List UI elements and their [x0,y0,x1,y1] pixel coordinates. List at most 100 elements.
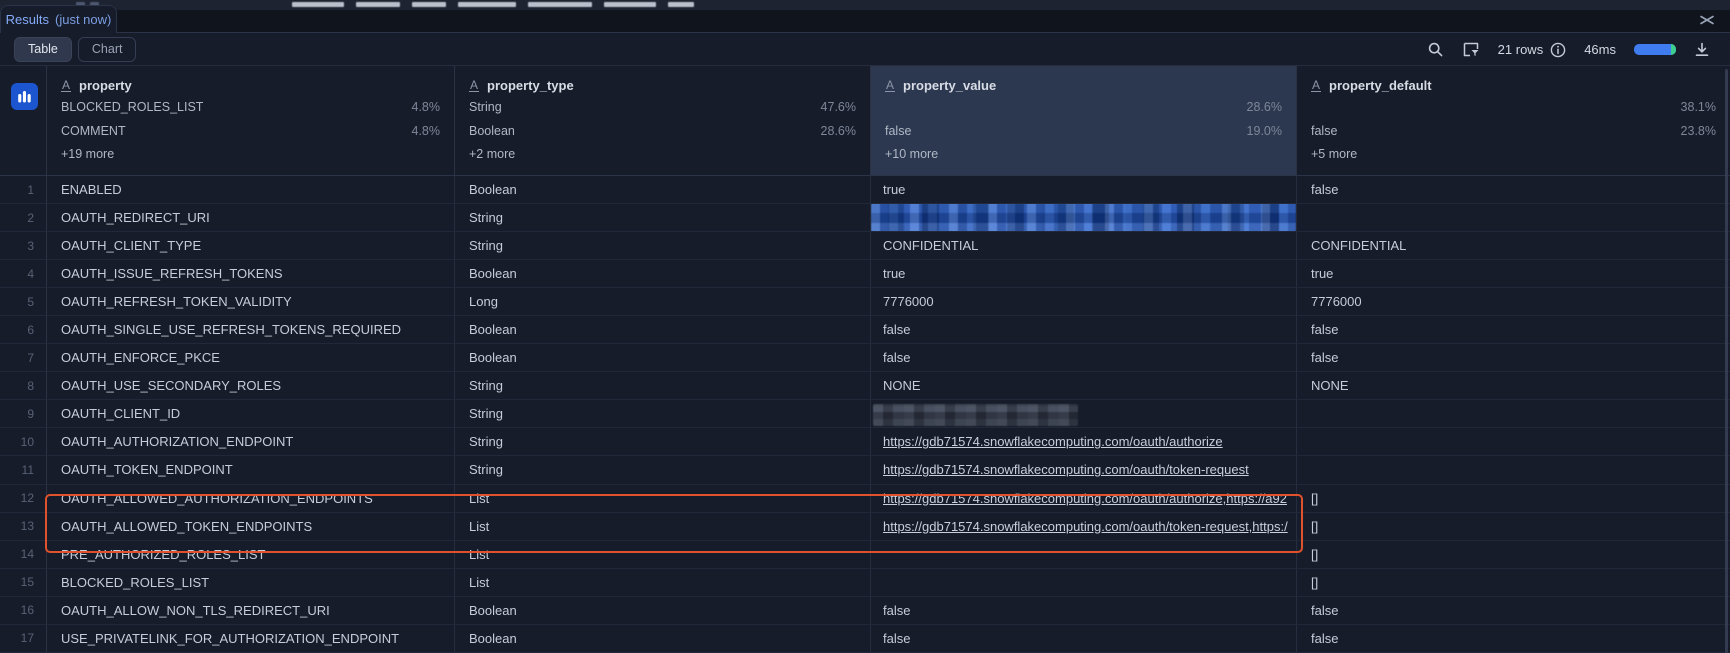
column-stat-more[interactable]: +19 more [61,147,115,161]
cell-property-value[interactable]: https://gdb71574.snowflakecomputing.com/… [871,512,1297,540]
value-link[interactable]: https://gdb71574.snowflakecomputing.com/… [883,434,1223,450]
cell-property[interactable]: OAUTH_ALLOW_NON_TLS_REDIRECT_URI [47,596,455,624]
table-row[interactable]: 17 USE_PRIVATELINK_FOR_AUTHORIZATION_END… [0,624,1730,653]
cell-property-default[interactable] [1297,428,1730,455]
cell-property-default[interactable]: CONFIDENTIAL [1311,238,1407,254]
cell-property-type[interactable]: Long [455,288,871,316]
table-row[interactable]: 14 PRE_AUTHORIZED_ROLES_LIST List [] [0,540,1730,569]
cell-property-type[interactable]: Boolean [455,596,871,624]
cell-property-type[interactable]: Boolean [455,624,871,652]
cell-property-default[interactable]: [] [1311,490,1319,506]
cell-property-default[interactable] [1297,456,1730,483]
cell-property[interactable]: OAUTH_ALLOWED_AUTHORIZATION_ENDPOINTS [47,484,455,512]
cell-property[interactable]: OAUTH_REFRESH_TOKEN_VALIDITY [47,288,455,316]
cell-property[interactable]: OAUTH_TOKEN_ENDPOINT [47,456,455,484]
cell-property-value[interactable]: false [871,344,1297,372]
cell-property-default[interactable]: true [1311,266,1334,282]
info-icon[interactable] [1550,42,1566,58]
column-stat-more[interactable]: +10 more [885,147,939,161]
cell-property-type[interactable]: List [455,540,871,568]
cell-property-default[interactable]: [] [1311,518,1319,534]
column-stat[interactable]: 38.1% [1680,100,1716,114]
cell-property-type[interactable]: String [455,428,871,456]
table-row[interactable]: 12 OAUTH_ALLOWED_AUTHORIZATION_ENDPOINTS… [0,484,1730,513]
column-stat[interactable]: false 19.0% [885,124,1282,138]
column-stat-more[interactable]: +5 more [1311,147,1358,161]
table-row[interactable]: 16 OAUTH_ALLOW_NON_TLS_REDIRECT_URI Bool… [0,596,1730,625]
column-header-property_type[interactable]: A property_type String 47.6% Boolean 28.6%… [455,66,871,175]
table-row[interactable]: 11 OAUTH_TOKEN_ENDPOINT String https://g… [0,456,1730,485]
cell-property-value[interactable]: 7776000 [871,288,1297,316]
cell-property-type[interactable]: String [455,456,871,484]
cell-property[interactable]: ENABLED [47,176,455,204]
table-row[interactable]: 6 OAUTH_SINGLE_USE_REFRESH_TOKENS_REQUIR… [0,316,1730,345]
cell-property[interactable]: OAUTH_ALLOWED_TOKEN_ENDPOINTS [47,512,455,540]
cell-property-type[interactable]: List [455,568,871,596]
cell-property-type[interactable]: List [455,512,871,540]
column-stat[interactable]: 28.6% [1246,100,1282,114]
tab-results[interactable]: Results (just now) [0,5,117,33]
column-stat-more[interactable]: +2 more [469,147,516,161]
cell-property-default[interactable]: [] [1311,546,1319,562]
column-header-property_default[interactable]: A property_default 38.1% false 23.8% +5 m… [1297,66,1730,175]
cell-property-default[interactable]: false [1311,350,1339,366]
download-icon[interactable] [1694,41,1710,58]
cell-property-value[interactable]: NONE [871,372,1297,400]
table-row[interactable]: 13 OAUTH_ALLOWED_TOKEN_ENDPOINTS List ht… [0,512,1730,541]
search-icon[interactable] [1427,41,1444,58]
cell-property-default[interactable] [1297,400,1730,427]
cell-property-type[interactable]: String [455,372,871,400]
cell-property-type[interactable]: String [455,204,871,232]
cell-property[interactable]: PRE_AUTHORIZED_ROLES_LIST [47,540,455,568]
cell-property-default[interactable]: false [1311,602,1339,618]
vertical-scrollbar[interactable] [1725,69,1728,653]
table-row[interactable]: 9 OAUTH_CLIENT_ID String [0,400,1730,429]
cell-property[interactable]: OAUTH_CLIENT_TYPE [47,232,455,260]
cell-property-default[interactable]: [] [1311,574,1319,590]
column-stat[interactable]: String 47.6% [469,100,856,114]
value-link[interactable]: https://gdb71574.snowflakecomputing.com/… [883,518,1288,534]
cell-property-value[interactable]: CONFIDENTIAL [871,232,1297,260]
cell-property-default[interactable] [1297,204,1730,231]
cell-property-type[interactable]: List [455,484,871,512]
column-stat[interactable]: false 23.8% [1311,124,1716,138]
table-row[interactable]: 3 OAUTH_CLIENT_TYPE String CONFIDENTIAL … [0,232,1730,261]
cell-property[interactable]: BLOCKED_ROLES_LIST [47,568,455,596]
cell-property-value[interactable]: https://gdb71574.snowflakecomputing.com/… [871,484,1297,512]
cell-property[interactable]: OAUTH_REDIRECT_URI [47,204,455,232]
filter-icon[interactable] [1462,41,1480,58]
cell-property-value[interactable] [871,568,1297,596]
cell-property-value[interactable]: false [871,316,1297,344]
column-header-property[interactable]: A property BLOCKED_ROLES_LIST 4.8% COMMEN… [47,66,455,175]
cell-property[interactable]: OAUTH_SINGLE_USE_REFRESH_TOKENS_REQUIRED [47,316,455,344]
table-row[interactable]: 1 ENABLED Boolean true false [0,176,1730,205]
cell-property-value[interactable] [871,204,1297,232]
cell-property-value[interactable]: https://gdb71574.snowflakecomputing.com/… [871,428,1297,456]
column-header-property_value[interactable]: A property_value 28.6% false 19.0% +10 mo… [871,66,1297,175]
column-stat[interactable]: Boolean 28.6% [469,124,856,138]
table-row[interactable]: 2 OAUTH_REDIRECT_URI String [0,204,1730,233]
tab-table[interactable]: Table [14,37,72,62]
cell-property-value[interactable]: true [871,260,1297,288]
table-row[interactable]: 7 OAUTH_ENFORCE_PKCE Boolean false false [0,344,1730,373]
cell-property-value[interactable] [871,540,1297,568]
cell-property-default[interactable]: 7776000 [1311,294,1362,310]
cell-property-type[interactable]: String [455,232,871,260]
cell-property[interactable]: OAUTH_CLIENT_ID [47,400,455,428]
cell-property[interactable]: OAUTH_USE_SECONDARY_ROLES [47,372,455,400]
cell-property[interactable]: OAUTH_ENFORCE_PKCE [47,344,455,372]
cell-property-default[interactable]: false [1311,630,1339,646]
table-row[interactable]: 5 OAUTH_REFRESH_TOKEN_VALIDITY Long 7776… [0,288,1730,317]
cell-property[interactable]: OAUTH_AUTHORIZATION_ENDPOINT [47,428,455,456]
cell-property-type[interactable]: Boolean [455,176,871,204]
cell-property-value[interactable] [871,400,1297,428]
column-stats-toggle-button[interactable] [11,83,38,110]
table-row[interactable]: 8 OAUTH_USE_SECONDARY_ROLES String NONE … [0,372,1730,401]
cell-property-value[interactable]: false [871,596,1297,624]
cell-property[interactable]: OAUTH_ISSUE_REFRESH_TOKENS [47,260,455,288]
table-row[interactable]: 4 OAUTH_ISSUE_REFRESH_TOKENS Boolean tru… [0,260,1730,289]
cell-property-type[interactable]: Boolean [455,316,871,344]
column-stat[interactable]: COMMENT 4.8% [61,124,440,138]
column-stat[interactable]: BLOCKED_ROLES_LIST 4.8% [61,100,440,114]
cell-property-value[interactable]: true [871,176,1297,204]
